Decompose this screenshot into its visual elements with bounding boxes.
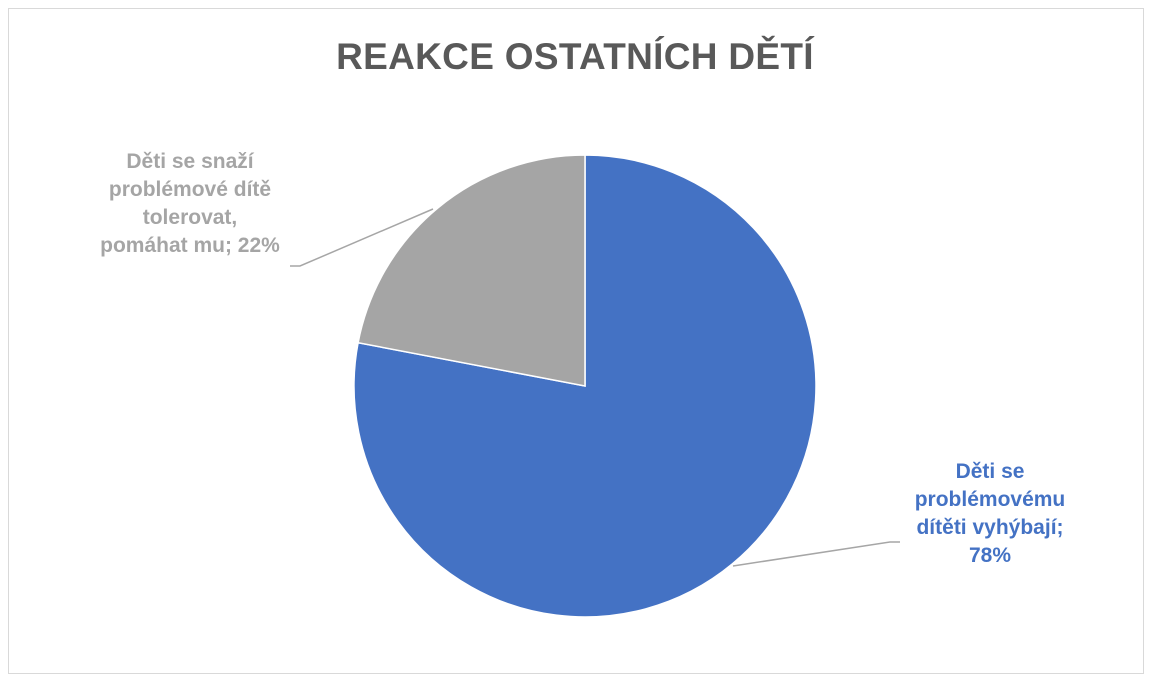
chart-title: REAKCE OSTATNÍCH DĚTÍ — [336, 36, 814, 77]
leader-line-tolerate — [290, 208, 434, 267]
leader-line-avoid — [732, 541, 900, 567]
leader-lines — [290, 208, 900, 567]
data-label-line: tolerovat, — [142, 206, 238, 229]
pie-slices — [353, 154, 817, 618]
data-label-avoid: Děti se problémovému dítěti vyhýbají; 78… — [895, 458, 1085, 570]
data-label-line: problémovému — [914, 488, 1066, 511]
data-label-line: dítěti vyhýbají; — [916, 516, 1064, 539]
data-label-line: Děti se — [955, 460, 1025, 483]
data-label-line: 78% — [968, 544, 1012, 567]
data-label-line: problémové dítě — [108, 178, 272, 201]
data-label-line: pomáhat mu; 22% — [100, 234, 280, 257]
data-label-tolerate: Děti se snaží problémové dítě tolerovat,… — [80, 148, 300, 260]
pie-slice-1 — [357, 154, 586, 387]
data-label-line: Děti se snaží — [126, 150, 254, 173]
